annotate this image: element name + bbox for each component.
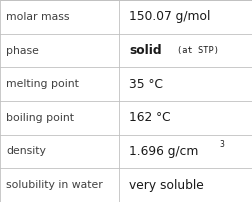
Text: 1.696 g/cm: 1.696 g/cm: [129, 145, 198, 158]
Text: 162 °C: 162 °C: [129, 111, 171, 124]
Text: phase: phase: [6, 45, 39, 56]
Text: solid: solid: [129, 44, 162, 57]
Text: solubility in water: solubility in water: [6, 180, 103, 190]
Text: very soluble: very soluble: [129, 179, 204, 192]
Text: 150.07 g/mol: 150.07 g/mol: [129, 10, 210, 23]
Text: molar mass: molar mass: [6, 12, 70, 22]
Text: density: density: [6, 146, 46, 157]
Text: (at STP): (at STP): [177, 46, 219, 55]
Text: 3: 3: [219, 140, 224, 149]
Text: melting point: melting point: [6, 79, 79, 89]
Text: boiling point: boiling point: [6, 113, 74, 123]
Text: 35 °C: 35 °C: [129, 78, 163, 91]
